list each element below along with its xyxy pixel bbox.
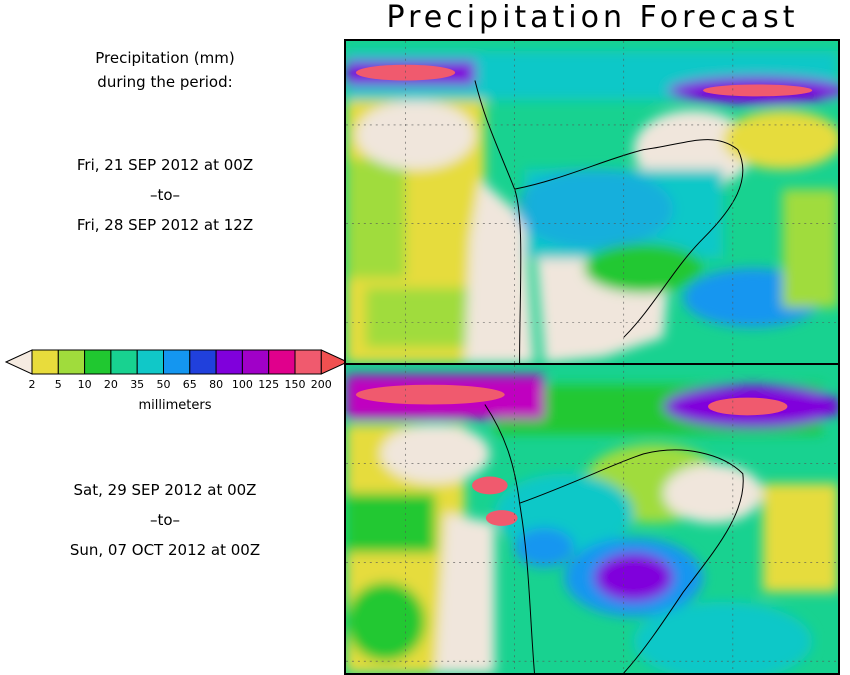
period-2-label: Sat, 29 SEP 2012 at 00Z –to– Sun, 07 OCT… bbox=[0, 475, 330, 565]
map1-gridlines bbox=[346, 41, 838, 363]
period-1-end: Fri, 28 SEP 2012 at 12Z bbox=[76, 216, 254, 234]
map2-dry-pacific bbox=[380, 424, 490, 484]
map1-atlantic-red bbox=[703, 84, 813, 97]
legend-tick-label: 50 bbox=[157, 378, 171, 391]
map2-peru-red bbox=[471, 476, 508, 495]
map2-south-green bbox=[346, 582, 426, 662]
legend-tick-label: 2 bbox=[29, 378, 36, 391]
map2-west-blue bbox=[514, 527, 575, 568]
legend-swatch bbox=[189, 349, 217, 375]
map1-east-lime bbox=[782, 189, 838, 308]
header-line-1: Precipitation (mm) bbox=[95, 49, 235, 67]
map1-dry-coast bbox=[465, 179, 535, 363]
legend-tick-label: 10 bbox=[78, 378, 92, 391]
legend-tick-label: 200 bbox=[311, 378, 332, 391]
legend-below-arrow bbox=[4, 349, 33, 375]
legend-tick-label: 65 bbox=[183, 378, 197, 391]
legend-tick-label: 35 bbox=[130, 378, 144, 391]
period-2-start: Sat, 29 SEP 2012 at 00Z bbox=[73, 481, 257, 499]
period-1-separator: –to– bbox=[149, 186, 181, 204]
map1-dry-pacific bbox=[355, 100, 475, 170]
map2-coastline bbox=[484, 404, 744, 673]
legend-tick-label: 80 bbox=[209, 378, 223, 391]
map2-ocean-green bbox=[346, 493, 436, 553]
period-header: Precipitation (mm) during the period: bbox=[0, 46, 330, 94]
legend-tick-label: 5 bbox=[55, 378, 62, 391]
color-legend: 2 5 10 20 35 50 65 80 100 125 150 200 bbox=[4, 348, 344, 418]
legend-swatch bbox=[215, 349, 243, 375]
forecast-map-period-2 bbox=[344, 363, 840, 675]
header-line-2: during the period: bbox=[97, 73, 233, 91]
precip-map-2 bbox=[346, 365, 838, 673]
map2-central-violet bbox=[593, 552, 674, 602]
map2-dry-northeast bbox=[663, 463, 763, 523]
legend-swatch bbox=[294, 349, 322, 375]
legend-swatch bbox=[84, 349, 112, 375]
period-2-separator: –to– bbox=[149, 511, 181, 529]
page-title: Precipitation Forecast bbox=[386, 0, 799, 35]
map2-dry-coast bbox=[435, 513, 495, 673]
legend-swatch bbox=[57, 349, 86, 375]
period-2-end: Sun, 07 OCT 2012 at 00Z bbox=[69, 541, 261, 559]
legend-swatch bbox=[110, 349, 138, 375]
legend-tick-label: 150 bbox=[285, 378, 306, 391]
period-1-label: Fri, 21 SEP 2012 at 00Z –to– Fri, 28 SEP… bbox=[0, 150, 330, 240]
map1-coastline bbox=[474, 80, 744, 363]
map1-atlantic-light bbox=[722, 110, 838, 170]
map2-itcz-red bbox=[355, 384, 505, 405]
legend-colorbar: 2 5 10 20 35 50 65 80 100 125 150 200 bbox=[4, 349, 344, 391]
legend-tick-label: 125 bbox=[258, 378, 279, 391]
map2-atlantic-red bbox=[708, 397, 788, 416]
map1-south-lime bbox=[365, 287, 475, 348]
legend-unit-label: millimeters bbox=[138, 398, 212, 413]
map1-south-green bbox=[584, 243, 704, 293]
map2-andes-red bbox=[485, 510, 518, 526]
legend-tick-label: 100 bbox=[232, 378, 253, 391]
legend-above-arrow bbox=[320, 349, 344, 375]
period-1-start: Fri, 21 SEP 2012 at 00Z bbox=[76, 156, 254, 174]
legend-tick-label: 20 bbox=[104, 378, 118, 391]
map2-south-cyan bbox=[633, 601, 813, 673]
legend-swatch bbox=[163, 349, 191, 375]
precip-map-1 bbox=[346, 41, 838, 363]
legend-swatch bbox=[31, 349, 59, 375]
legend-swatch bbox=[268, 349, 296, 375]
map1-ocean-lime bbox=[346, 159, 406, 279]
forecast-map-period-1 bbox=[344, 39, 840, 365]
map2-east-light bbox=[762, 483, 838, 593]
legend-swatch bbox=[241, 349, 270, 375]
legend-swatch bbox=[136, 349, 164, 375]
map1-amazon-blue bbox=[514, 169, 674, 249]
